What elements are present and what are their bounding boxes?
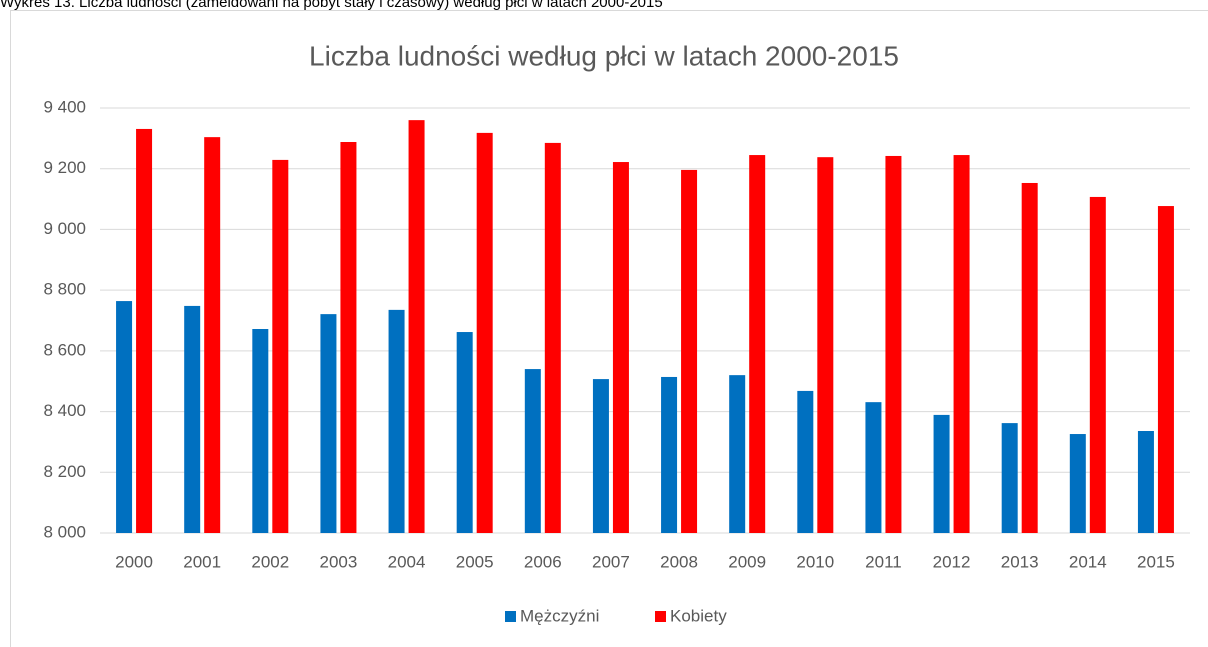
x-tick-label: 2000 — [115, 552, 153, 571]
y-tick-label: 8 400 — [43, 401, 86, 420]
bar — [817, 157, 834, 533]
x-tick-label: 2001 — [183, 552, 221, 571]
x-tick-label: 2002 — [251, 552, 289, 571]
bar — [729, 375, 746, 533]
bar — [1137, 431, 1154, 533]
bar — [1089, 196, 1106, 534]
legend-label: Mężczyźni — [520, 606, 599, 625]
bar — [1069, 434, 1086, 533]
x-tick-label: 2012 — [933, 552, 971, 571]
bar — [933, 414, 950, 533]
bar — [953, 155, 970, 533]
bar — [252, 329, 269, 533]
x-tick-label: 2004 — [388, 552, 426, 571]
bar — [865, 402, 882, 533]
y-tick-label: 8 200 — [43, 462, 86, 481]
bar — [408, 120, 425, 534]
bar — [136, 128, 153, 534]
x-tick-label: 2003 — [320, 552, 358, 571]
bar — [1001, 423, 1018, 533]
bar — [388, 309, 405, 533]
x-tick-label: 2007 — [592, 552, 630, 571]
legend-swatch — [655, 611, 666, 622]
x-tick-label: 2008 — [660, 552, 698, 571]
bar — [476, 132, 493, 533]
bar — [1021, 182, 1038, 533]
bar — [612, 162, 629, 534]
y-tick-label: 9 000 — [43, 219, 86, 238]
x-tick-label: 2006 — [524, 552, 562, 571]
bar — [116, 301, 133, 533]
x-tick-label: 2015 — [1137, 552, 1175, 571]
chart-title: Liczba ludności według płci w latach 200… — [309, 40, 899, 71]
bar — [592, 379, 609, 533]
x-tick-label: 2010 — [796, 552, 834, 571]
bar — [184, 305, 201, 533]
bar — [204, 137, 221, 533]
bar — [340, 142, 357, 533]
x-tick-label: 2014 — [1069, 552, 1107, 571]
x-tick-label: 2009 — [728, 552, 766, 571]
bar — [661, 376, 678, 533]
bar — [1157, 206, 1174, 533]
y-tick-label: 8 800 — [43, 280, 86, 299]
bar — [544, 142, 561, 534]
bar — [524, 369, 541, 533]
caption: Wykres 13. Liczba ludności (zameldowani … — [0, 0, 663, 11]
bar — [749, 155, 766, 533]
x-tick-label: 2005 — [456, 552, 494, 571]
bar — [885, 155, 902, 533]
bar — [320, 314, 337, 533]
x-tick-label: 2013 — [1001, 552, 1039, 571]
bar — [272, 159, 289, 534]
y-tick-label: 8 000 — [43, 522, 86, 541]
legend-swatch — [505, 611, 516, 622]
bar — [681, 169, 698, 533]
bar — [797, 390, 814, 533]
y-tick-label: 8 600 — [43, 340, 86, 359]
legend-label: Kobiety — [670, 606, 727, 625]
x-tick-label: 2011 — [865, 552, 902, 571]
bar — [456, 332, 473, 533]
y-tick-label: 9 200 — [43, 158, 86, 177]
y-tick-label: 9 400 — [43, 97, 86, 116]
